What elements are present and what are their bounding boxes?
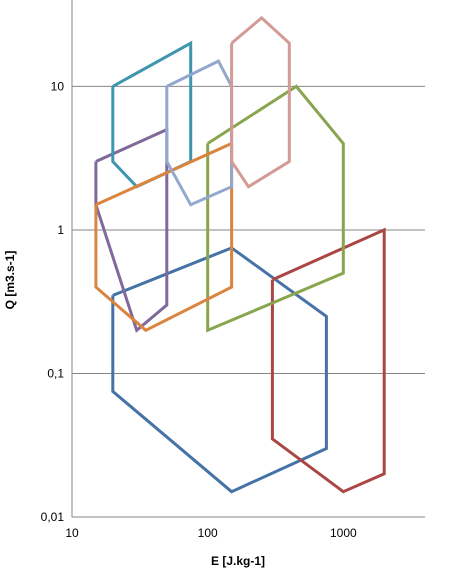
- series-7-outline: [165, 59, 234, 207]
- labels-layer: 0,01 0,1 1 10 10 100 1000: [41, 79, 357, 540]
- series-4-outline: [94, 127, 169, 333]
- y-tick-label: 0,1: [47, 366, 64, 380]
- series-5-outline: [111, 40, 193, 189]
- axes-layer: [71, 0, 425, 518]
- x-tick-label: 1000: [330, 526, 357, 540]
- y-tick-label: 0,01: [41, 510, 65, 524]
- series-6-outline: [94, 141, 234, 333]
- x-tick-label: 10: [65, 526, 79, 540]
- grid-layer: [72, 85, 425, 374]
- series-2-outline: [270, 227, 386, 494]
- x-tick-label: 100: [198, 526, 218, 540]
- series-8-outline: [230, 15, 291, 189]
- y-tick-label: 10: [51, 79, 65, 93]
- series-layer: [94, 15, 386, 494]
- series-3-outline: [206, 84, 345, 333]
- y-axis-title: Q [m3.s-1]: [3, 251, 17, 310]
- y-tick-label: 1: [57, 223, 64, 237]
- x-axis-title: E [J.kg-1]: [211, 554, 265, 568]
